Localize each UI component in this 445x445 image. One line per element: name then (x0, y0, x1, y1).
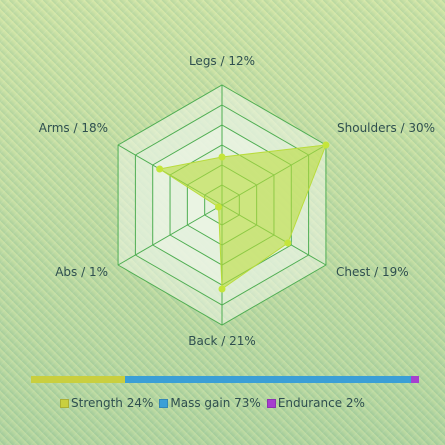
data-point-legs (218, 153, 226, 161)
axis-label-chest: Chest / 19% (336, 265, 409, 279)
legend-swatch-endurance (266, 398, 276, 408)
axis-label-arms: Arms / 18% (38, 121, 108, 135)
legend-swatch-strength (60, 398, 69, 408)
axis-label-legs: Legs / 12% (188, 54, 256, 68)
data-point-shoulders (322, 141, 330, 149)
legend-label-strength: Strength 24% (71, 396, 154, 410)
goal-distribution-bar (31, 376, 419, 383)
legend-swatch-mass-gain (159, 398, 169, 408)
data-points (156, 141, 330, 293)
axis-label-shoulders: Shoulders / 30% (337, 121, 436, 135)
legend-item-strength: Strength 24% (60, 396, 153, 410)
goal-segment-strength (31, 376, 126, 383)
axis-label-abs: Abs / 1% (55, 265, 108, 279)
goal-segment-mass-gain (125, 376, 412, 383)
radar-spoke-abs (117, 204, 223, 266)
legend-item-endurance: Endurance 2% (266, 396, 365, 410)
goal-segment-endurance (411, 376, 419, 383)
axis-label-back: Back / 21% (188, 334, 256, 348)
legend-label-endurance: Endurance 2% (277, 396, 365, 410)
legend-label-mass-gain: Mass gain 73% (170, 396, 261, 410)
data-point-arms (156, 165, 164, 173)
legend-item-mass-gain: Mass gain 73% (159, 396, 261, 410)
data-point-abs (215, 203, 223, 211)
data-point-back (218, 285, 226, 293)
legend: Strength 24% Mass gain 73% Endurance 2% (60, 396, 371, 410)
data-point-chest (284, 239, 292, 247)
